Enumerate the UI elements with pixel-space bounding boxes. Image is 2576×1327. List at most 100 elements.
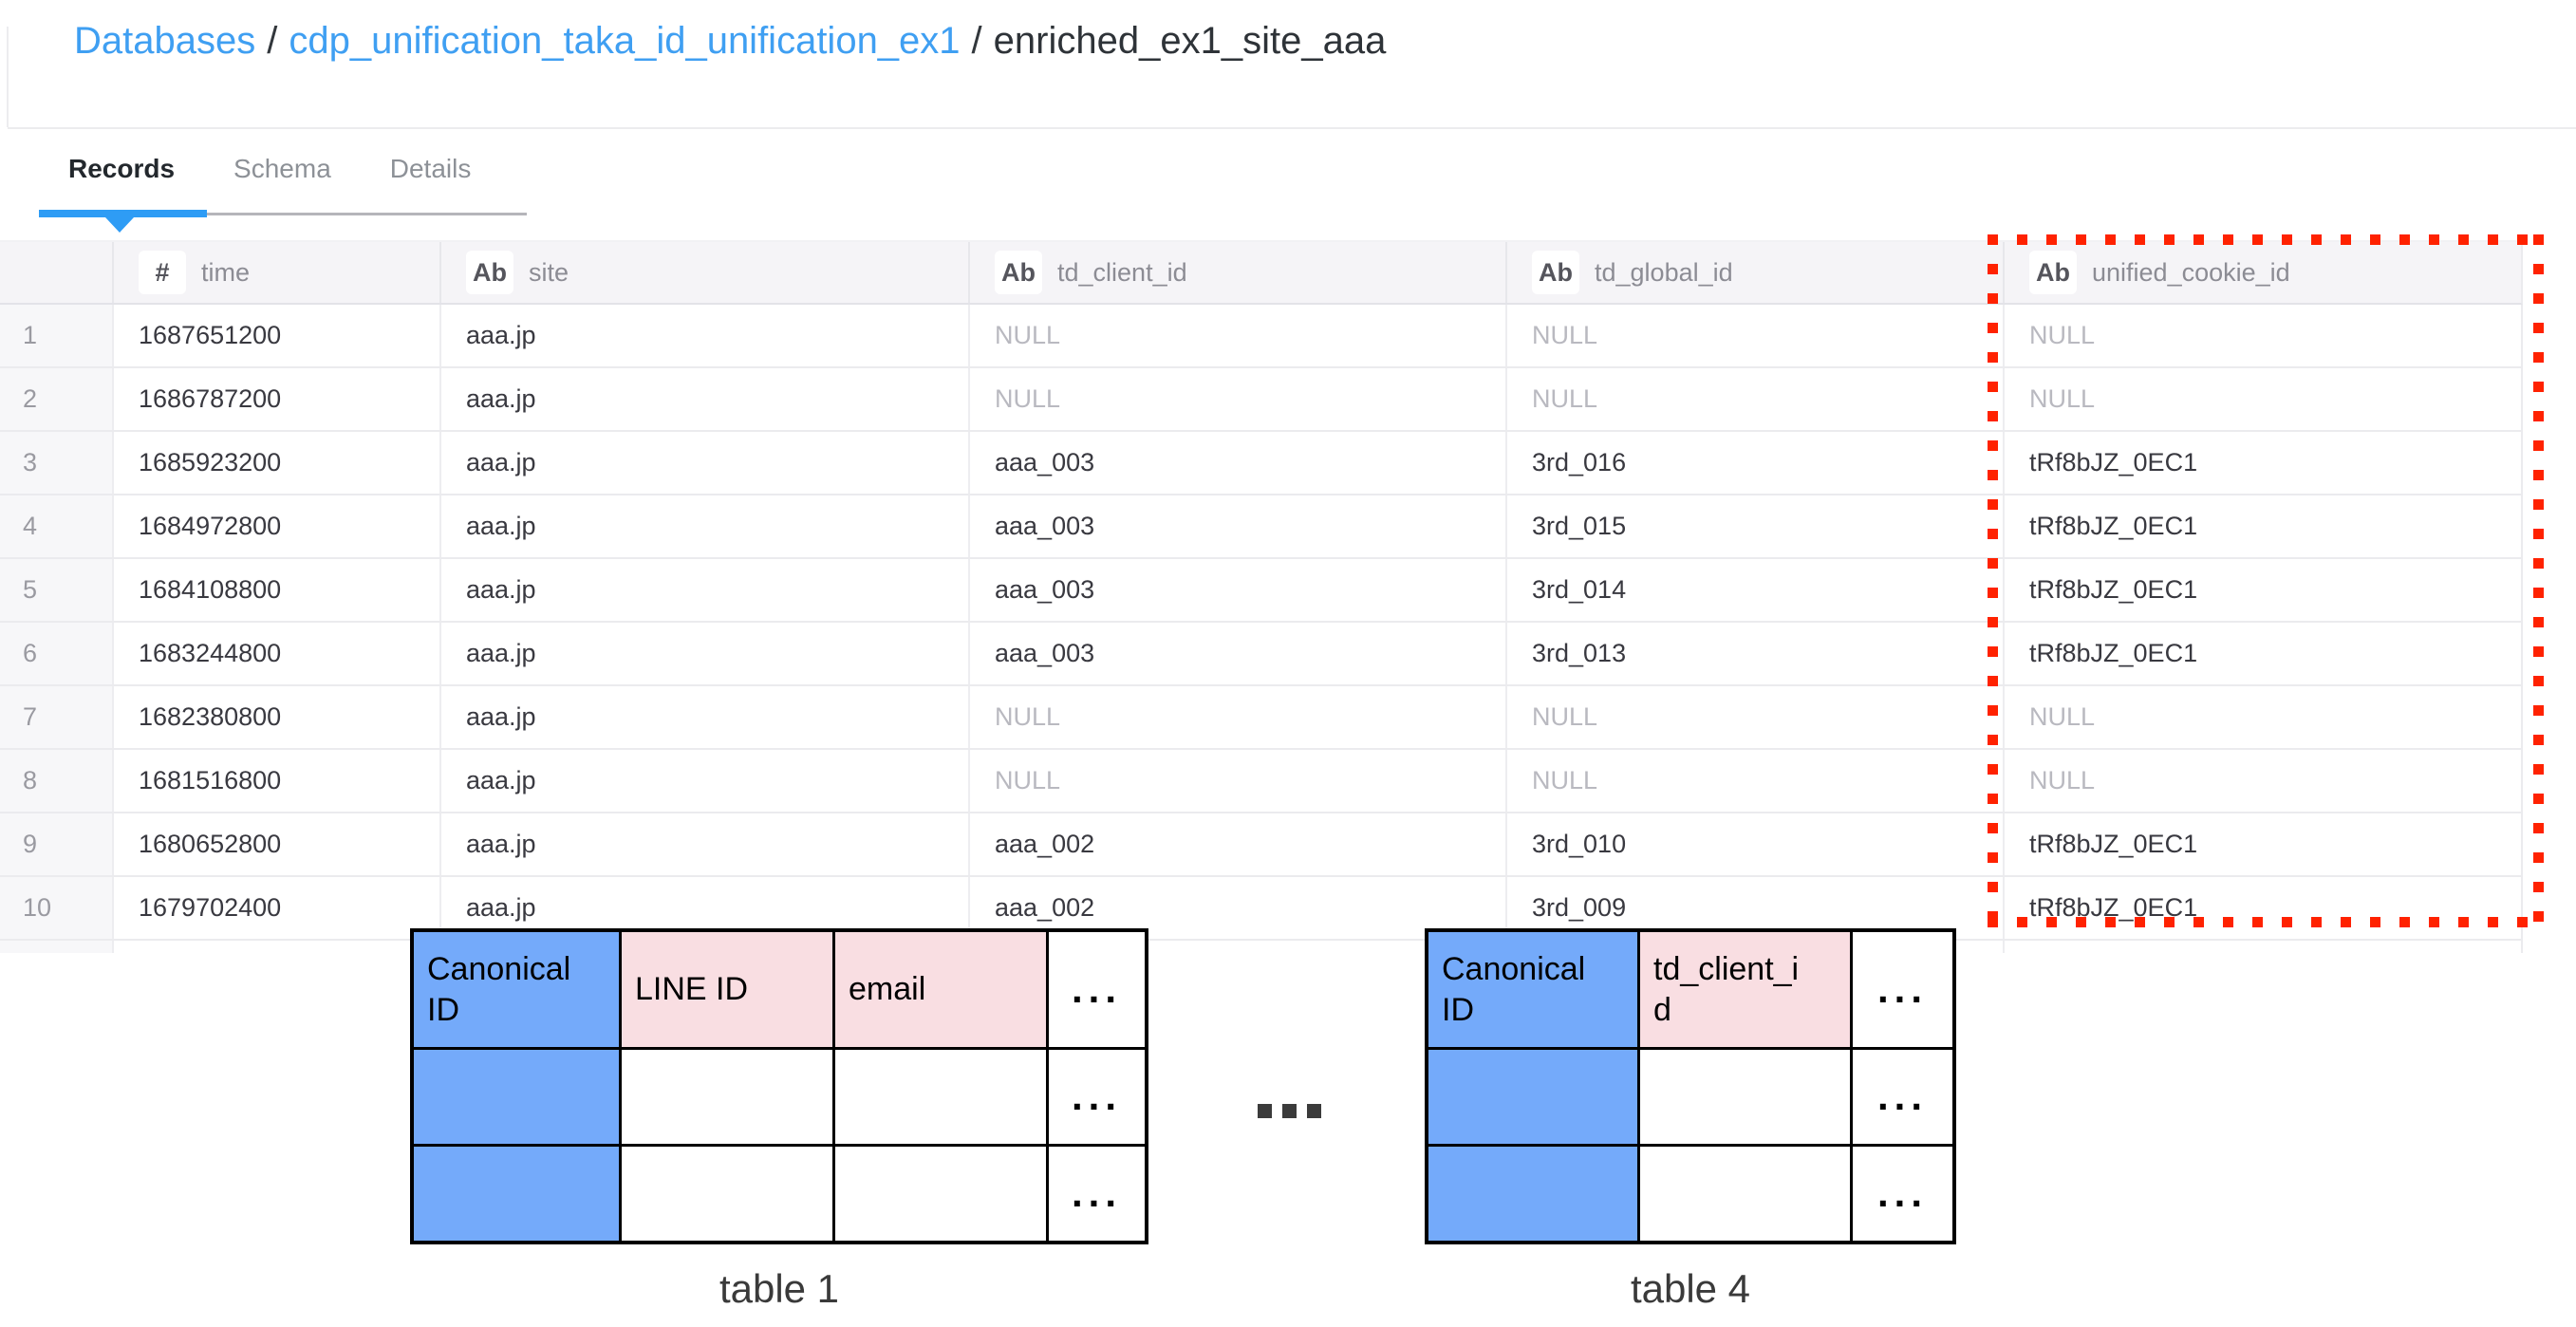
row-index: 2 xyxy=(0,368,112,430)
active-tab-arrow-icon xyxy=(105,217,134,233)
cell: NULL xyxy=(968,368,1505,430)
cell: aaa.jp xyxy=(439,623,968,684)
diagram-header-cell: ... xyxy=(1046,932,1145,1047)
tab-schema[interactable]: Schema xyxy=(233,154,331,183)
diagram-cell xyxy=(1637,1144,1850,1241)
cell xyxy=(2003,941,2523,953)
column-header-label: td_client_id xyxy=(1057,257,1187,287)
cell: NULL xyxy=(1505,750,2003,812)
diagram-table-1: Canonical ID LINE ID email......... xyxy=(410,928,1148,1244)
cell xyxy=(0,941,112,953)
cell: aaa_002 xyxy=(968,877,1505,939)
cell: 3rd_014 xyxy=(1505,559,2003,621)
cell: 1679702400 xyxy=(112,877,439,939)
cell: aaa.jp xyxy=(439,495,968,557)
cell xyxy=(112,941,439,953)
table-row-partial xyxy=(0,941,2523,953)
row-index-header xyxy=(0,242,112,303)
tab-details[interactable]: Details xyxy=(389,154,472,183)
row-index: 9 xyxy=(0,813,112,875)
highlight-border-bottom xyxy=(1988,917,2544,927)
breadcrumb-current-table: enriched_ex1_site_aaa xyxy=(993,20,1387,62)
diagram-cell xyxy=(414,1144,619,1241)
table-row: 8 1681516800 aaa.jp NULL NULL NULL xyxy=(0,750,2523,813)
column-header-unified_cookie_id[interactable]: Ab unified_cookie_id xyxy=(2003,242,2523,303)
cell: 1687651200 xyxy=(112,305,439,366)
cell: 3rd_015 xyxy=(1505,495,2003,557)
cell: tRf8bJZ_0EC1 xyxy=(2003,495,2523,557)
column-header-td_global_id[interactable]: Ab td_global_id xyxy=(1505,242,2003,303)
cell: tRf8bJZ_0EC1 xyxy=(2003,623,2523,684)
cell: aaa_003 xyxy=(968,623,1505,684)
cell: aaa.jp xyxy=(439,432,968,494)
column-header-label: unified_cookie_id xyxy=(2092,257,2290,287)
highlight-border-left xyxy=(1988,234,1998,927)
cell: NULL xyxy=(968,686,1505,748)
cell: tRf8bJZ_0EC1 xyxy=(2003,877,2523,939)
cell: aaa.jp xyxy=(439,686,968,748)
cell: tRf8bJZ_0EC1 xyxy=(2003,813,2523,875)
column-type-icon: Ab xyxy=(1532,251,1579,294)
cell: NULL xyxy=(2003,368,2523,430)
records-table: # time Ab site Ab td_client_id Ab td_global_id A… xyxy=(0,240,2523,953)
cell: 1684108800 xyxy=(112,559,439,621)
column-type-icon: Ab xyxy=(995,251,1042,294)
cell: 3rd_010 xyxy=(1505,813,2003,875)
diagram-cell xyxy=(1428,1144,1637,1241)
diagram-cell xyxy=(1428,1047,1637,1144)
diagram-cell xyxy=(832,1144,1046,1241)
cell: aaa_003 xyxy=(968,432,1505,494)
table-row: 6 1683244800 aaa.jp aaa_003 3rd_013 tRf8bJZ_0… xyxy=(0,623,2523,686)
breadcrumb-separator: / xyxy=(267,20,278,62)
active-tab-indicator xyxy=(39,210,207,217)
cell: 1686787200 xyxy=(112,368,439,430)
cell: 1681516800 xyxy=(112,750,439,812)
row-index: 7 xyxy=(0,686,112,748)
diagram-cell: ... xyxy=(1850,1144,1952,1241)
cell: aaa.jp xyxy=(439,559,968,621)
tab-records[interactable]: Records xyxy=(68,154,176,183)
column-header-site[interactable]: Ab site xyxy=(439,242,968,303)
diagram-cell xyxy=(414,1047,619,1144)
breadcrumb-link-database-name[interactable]: cdp_unification_taka_id_unification_ex1 xyxy=(289,20,961,62)
cell: aaa_003 xyxy=(968,559,1505,621)
column-header-label: time xyxy=(201,257,251,287)
cell: aaa.jp xyxy=(439,877,968,939)
cell: NULL xyxy=(2003,686,2523,748)
cell: 1685923200 xyxy=(112,432,439,494)
diagram-cell xyxy=(619,1144,832,1241)
cell: NULL xyxy=(2003,750,2523,812)
highlight-border-right xyxy=(2533,234,2544,927)
column-type-icon: # xyxy=(139,251,186,294)
row-index: 3 xyxy=(0,432,112,494)
diagram-cell: ... xyxy=(1850,1047,1952,1144)
cell: NULL xyxy=(1505,686,2003,748)
diagram-header-cell: Canonical ID xyxy=(414,932,619,1047)
table-row: 7 1682380800 aaa.jp NULL NULL NULL xyxy=(0,686,2523,750)
diagram-cell xyxy=(832,1047,1046,1144)
table-row: 4 1684972800 aaa.jp aaa_003 3rd_015 tRf8bJZ_0… xyxy=(0,495,2523,559)
row-index: 6 xyxy=(0,623,112,684)
breadcrumb-link-databases[interactable]: Databases xyxy=(74,20,256,62)
cell: aaa_002 xyxy=(968,813,1505,875)
cell: 3rd_013 xyxy=(1505,623,2003,684)
diagram-header-cell: ... xyxy=(1850,932,1952,1047)
diagram-cell: ... xyxy=(1046,1144,1145,1241)
row-index: 8 xyxy=(0,750,112,812)
diagram-cell xyxy=(1637,1047,1850,1144)
diagram-cell: ... xyxy=(1046,1047,1145,1144)
breadcrumb: Databases / cdp_unification_taka_id_unific… xyxy=(74,17,1386,65)
cell: NULL xyxy=(1505,368,2003,430)
column-header-td_client_id[interactable]: Ab td_client_id xyxy=(968,242,1505,303)
column-header-time[interactable]: # time xyxy=(112,242,439,303)
diagram-caption-table-4: table 4 xyxy=(1630,1266,1751,1311)
table-row: 10 1679702400 aaa.jp aaa_002 3rd_009 tRf8bJZ_… xyxy=(0,877,2523,941)
row-index: 1 xyxy=(0,305,112,366)
records-body: 1 1687651200 aaa.jp NULL NULL NULL 2 1686787200… xyxy=(0,305,2523,953)
records-header-row: # time Ab site Ab td_client_id Ab td_global_id A… xyxy=(0,240,2523,305)
diagram-header-cell: Canonical ID xyxy=(1428,932,1637,1047)
column-type-icon: Ab xyxy=(466,251,513,294)
row-index: 5 xyxy=(0,559,112,621)
cell: aaa.jp xyxy=(439,368,968,430)
